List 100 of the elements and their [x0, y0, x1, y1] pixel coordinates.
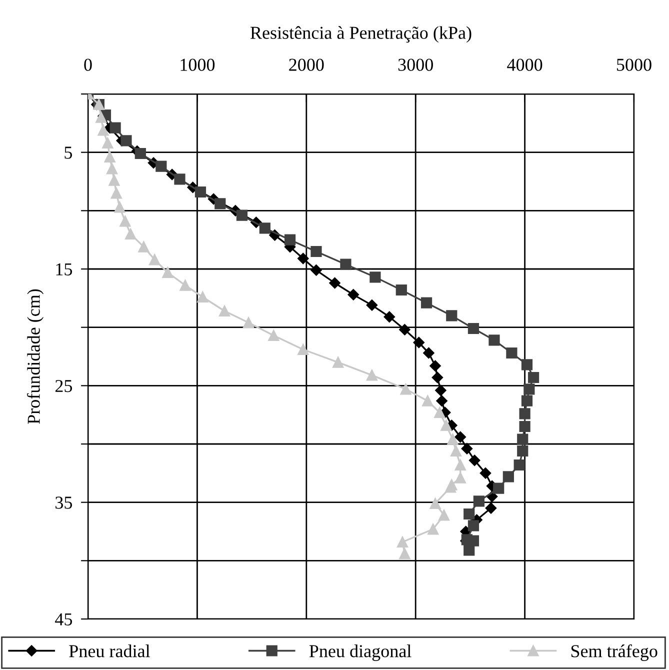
point [517, 434, 528, 445]
x-tick-label: 4000 [507, 58, 542, 71]
point [284, 234, 296, 246]
y-tick-label: 25 [55, 380, 72, 392]
point [528, 372, 540, 384]
point [162, 266, 174, 278]
point [519, 420, 530, 432]
point [432, 372, 444, 384]
point [366, 300, 378, 311]
point [521, 359, 533, 370]
point [348, 289, 359, 300]
point [506, 347, 518, 359]
point [468, 454, 480, 466]
point [473, 496, 484, 507]
point [438, 510, 450, 521]
point [310, 246, 322, 258]
y-tick-label: 45 [55, 613, 72, 626]
point [114, 202, 126, 213]
point [138, 241, 150, 252]
point [461, 443, 473, 454]
point [329, 277, 340, 289]
point [400, 384, 412, 395]
point [149, 254, 160, 266]
point [423, 347, 434, 359]
point [428, 524, 439, 535]
legend-label: Pneu diagonal [309, 644, 412, 661]
point [180, 280, 191, 291]
point [480, 468, 492, 479]
point [298, 252, 309, 264]
point [366, 370, 378, 381]
point [468, 322, 480, 334]
point [454, 459, 466, 471]
point [110, 122, 121, 134]
point [197, 291, 208, 303]
point [120, 135, 132, 146]
point [236, 210, 248, 221]
point [108, 174, 120, 186]
point [447, 434, 458, 445]
point [298, 344, 309, 356]
point [514, 459, 525, 471]
point [156, 160, 167, 172]
y-axis-title: Profundidade (cm) [27, 289, 44, 424]
x-tick-label: 0 [84, 58, 92, 71]
point [102, 137, 114, 149]
x-tick-label: 2000 [289, 58, 324, 71]
point [446, 310, 458, 322]
legend-label: Sem tráfego [571, 644, 658, 661]
point [450, 445, 462, 457]
point [517, 445, 528, 457]
point [259, 222, 270, 234]
point [493, 482, 504, 494]
x-tick-label: 3000 [398, 58, 433, 71]
point [468, 520, 480, 532]
point [120, 216, 131, 227]
point [125, 228, 136, 240]
point [384, 311, 395, 322]
point [454, 472, 466, 484]
point [268, 330, 280, 342]
legend-label: Pneu radial [69, 644, 150, 658]
point [396, 284, 407, 296]
point [399, 548, 410, 560]
point [194, 186, 206, 198]
point [502, 471, 514, 482]
point [98, 124, 109, 136]
y-tick-label: 35 [56, 496, 72, 509]
point [440, 420, 452, 431]
point [524, 384, 535, 395]
point [464, 508, 475, 520]
point [106, 163, 118, 174]
x-axis-title: Resistência à Penetração (kPa) [250, 26, 472, 43]
point [454, 431, 466, 443]
point [488, 334, 500, 346]
point [370, 272, 381, 283]
point [218, 305, 230, 317]
point [436, 395, 448, 406]
point [134, 148, 146, 160]
point [96, 112, 107, 123]
point [242, 317, 254, 328]
point [413, 336, 424, 348]
point [340, 258, 352, 270]
point [110, 188, 122, 199]
point [310, 264, 322, 276]
point [396, 536, 408, 548]
point [444, 482, 456, 493]
point [422, 395, 434, 406]
point [214, 198, 226, 210]
point [434, 406, 446, 418]
point [435, 384, 446, 396]
point [420, 297, 432, 308]
point [485, 502, 497, 514]
x-tick-label: 5000 [616, 58, 652, 71]
point [332, 356, 344, 368]
point [399, 324, 410, 336]
point [430, 360, 441, 372]
point [464, 544, 475, 556]
point [519, 408, 530, 420]
point [174, 174, 186, 185]
y-tick-label: 5 [64, 146, 72, 159]
y-tick-label: 15 [56, 263, 72, 276]
point [430, 498, 441, 510]
